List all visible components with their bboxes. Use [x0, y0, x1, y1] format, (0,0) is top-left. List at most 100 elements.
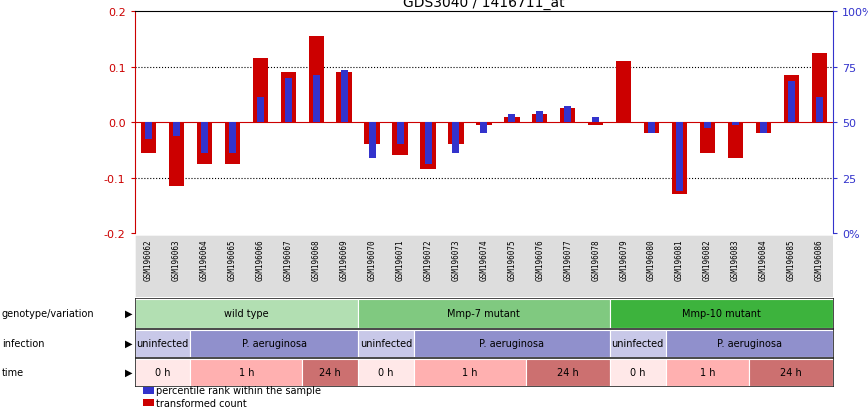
Text: GSM196076: GSM196076 [536, 239, 544, 280]
Text: GSM196081: GSM196081 [675, 239, 684, 280]
Bar [452, 123, 459, 153]
Bar [448, 123, 464, 145]
Bar [257, 98, 264, 123]
Text: GSM196066: GSM196066 [256, 239, 265, 280]
Bar [340, 70, 348, 123]
Text: GSM196078: GSM196078 [591, 239, 600, 280]
Text: GSM196070: GSM196070 [368, 239, 377, 280]
Bar [414, 330, 609, 357]
Bar [337, 73, 352, 123]
Bar [365, 123, 380, 145]
Bar [302, 358, 358, 386]
Bar [526, 358, 609, 386]
Bar [588, 123, 603, 126]
Text: GSM196073: GSM196073 [451, 239, 460, 280]
Bar [676, 123, 683, 192]
Bar [280, 73, 296, 123]
Text: GSM196085: GSM196085 [787, 239, 796, 280]
Text: 0 h: 0 h [378, 367, 394, 377]
Text: P. aeruginosa: P. aeruginosa [242, 338, 306, 348]
Text: 1 h: 1 h [239, 367, 254, 377]
Text: ▶: ▶ [125, 309, 132, 318]
Bar [135, 358, 190, 386]
Bar [197, 123, 212, 164]
Bar [536, 112, 543, 123]
Bar [727, 123, 743, 159]
Bar [756, 123, 771, 134]
Text: percentile rank within the sample: percentile rank within the sample [156, 385, 321, 395]
Text: GSM196062: GSM196062 [144, 239, 153, 280]
Text: GSM196080: GSM196080 [648, 239, 656, 280]
Text: 24 h: 24 h [780, 367, 802, 377]
Bar [609, 330, 666, 357]
Bar [141, 123, 156, 153]
Bar [560, 109, 575, 123]
Bar [135, 330, 190, 357]
Text: 1 h: 1 h [700, 367, 715, 377]
Text: GSM196083: GSM196083 [731, 239, 740, 280]
Bar [253, 59, 268, 123]
Text: GSM196068: GSM196068 [312, 239, 320, 280]
Bar [190, 330, 358, 357]
Bar [229, 123, 236, 153]
Bar [358, 358, 414, 386]
Bar [369, 123, 376, 159]
Bar [648, 123, 655, 134]
Text: 24 h: 24 h [319, 367, 341, 377]
Bar [700, 123, 715, 153]
Text: infection: infection [2, 338, 44, 348]
Text: GSM196063: GSM196063 [172, 239, 181, 280]
Bar [609, 358, 666, 386]
Text: GSM196071: GSM196071 [396, 239, 404, 280]
Bar [424, 123, 431, 164]
Bar [392, 123, 408, 156]
Bar [504, 117, 520, 123]
Text: 0 h: 0 h [155, 367, 170, 377]
Bar [414, 358, 526, 386]
Bar [784, 76, 799, 123]
Bar [749, 358, 833, 386]
Bar [358, 330, 414, 357]
Bar [672, 123, 687, 195]
Text: Mmp-7 mutant: Mmp-7 mutant [448, 309, 520, 318]
Text: 0 h: 0 h [630, 367, 646, 377]
Text: GSM196079: GSM196079 [619, 239, 628, 280]
Bar [509, 114, 516, 123]
Text: P. aeruginosa: P. aeruginosa [479, 338, 544, 348]
Bar [592, 117, 599, 123]
Bar [564, 106, 571, 123]
Text: P. aeruginosa: P. aeruginosa [717, 338, 782, 348]
Text: uninfected: uninfected [136, 338, 188, 348]
Bar [704, 123, 711, 128]
Bar [666, 358, 749, 386]
Bar [420, 123, 436, 170]
Text: uninfected: uninfected [360, 338, 412, 348]
Bar [145, 123, 152, 140]
Bar [201, 123, 208, 153]
Bar [173, 123, 180, 137]
Text: GSM196086: GSM196086 [815, 239, 824, 280]
Text: time: time [2, 367, 23, 377]
Bar [397, 123, 404, 145]
Bar [477, 123, 491, 126]
Text: ▶: ▶ [125, 338, 132, 348]
Text: GSM196077: GSM196077 [563, 239, 572, 280]
Bar [788, 81, 795, 123]
Text: ▶: ▶ [125, 367, 132, 377]
Bar [480, 123, 488, 134]
Bar [666, 330, 833, 357]
Bar [732, 123, 739, 126]
Bar [616, 62, 631, 123]
Bar [225, 123, 240, 164]
Bar [190, 358, 302, 386]
Bar [644, 123, 660, 134]
Text: GSM196065: GSM196065 [228, 239, 237, 280]
Bar [532, 114, 548, 123]
Title: GDS3040 / 1416711_at: GDS3040 / 1416711_at [403, 0, 565, 10]
Text: Mmp-10 mutant: Mmp-10 mutant [682, 309, 761, 318]
Text: 24 h: 24 h [557, 367, 579, 377]
Text: wild type: wild type [224, 309, 269, 318]
Text: GSM196069: GSM196069 [339, 239, 349, 280]
Bar [168, 123, 184, 186]
Text: GSM196075: GSM196075 [508, 239, 516, 280]
